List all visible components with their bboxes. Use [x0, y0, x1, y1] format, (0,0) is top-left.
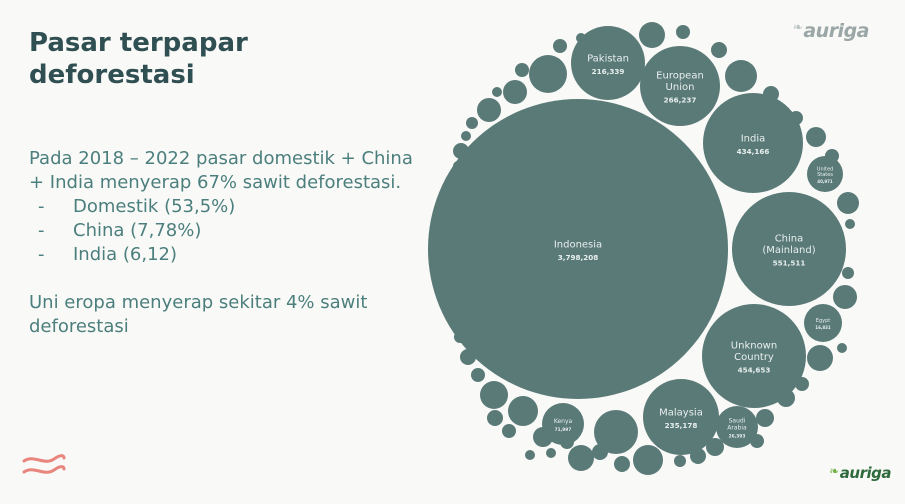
leaf-icon: ❧ — [792, 20, 803, 34]
bubble-unlabeled — [471, 368, 485, 382]
bubble-unlabeled — [492, 87, 502, 97]
bubble-label: Indonesia — [554, 239, 602, 250]
bubble-egypt — [804, 304, 842, 342]
bubble-value: 40,971 — [817, 179, 833, 184]
bubble-label: Pakistan — [587, 53, 629, 64]
bubble-unlabeled — [842, 267, 854, 279]
bubble-kenya — [542, 403, 584, 445]
bubble-value: 216,339 — [592, 67, 625, 76]
share-item-label: Domestik (53,5%) — [73, 196, 236, 217]
bubble-value: 3,798,208 — [558, 253, 598, 262]
bubble-unlabeled — [725, 60, 757, 92]
leaf-icon: ❧ — [829, 464, 839, 478]
bubble-label: Kenya — [554, 418, 573, 425]
auriga-logo-top: ❧auriga — [792, 20, 870, 42]
bubble-label: United — [817, 166, 833, 172]
slide-title: Pasar terpapar deforestasi — [29, 28, 248, 90]
bubble-india — [703, 93, 803, 193]
bubble-unlabeled — [806, 127, 826, 147]
bubble-unlabeled — [525, 450, 535, 460]
bubble-unlabeled — [833, 285, 857, 309]
bubble-label: States — [817, 172, 833, 178]
bubble-unlabeled — [633, 445, 663, 475]
share-item-domestic: - Domestik (53,5%) — [29, 195, 419, 219]
bubble-label: Saudi — [729, 418, 746, 425]
bubble-label: European — [656, 71, 704, 82]
bubble-unlabeled — [480, 381, 508, 409]
bubble-unlabeled — [515, 63, 529, 77]
bubble-label: Malaysia — [659, 407, 703, 418]
bubble-indonesia — [428, 99, 728, 399]
bubble-unlabeled — [553, 39, 567, 53]
logo-wordmark: auriga — [839, 464, 892, 482]
bubble-unlabeled — [529, 55, 567, 93]
wave-logo-icon — [22, 454, 66, 474]
bubble-unlabeled — [676, 25, 690, 39]
bubble-united-states — [807, 156, 843, 192]
bubble-china-mainland — [732, 192, 846, 306]
bubble-unlabeled — [837, 192, 859, 214]
bubble-label: India — [741, 133, 766, 144]
bubble-unlabeled — [756, 409, 774, 427]
bubble-value: 434,166 — [737, 147, 770, 156]
bubble-value: 235,178 — [665, 421, 698, 430]
share-item-label: China (7,78%) — [73, 220, 202, 241]
share-item-china: - China (7,78%) — [29, 219, 419, 243]
bubble-unlabeled — [594, 410, 638, 454]
bubble-unlabeled — [568, 445, 594, 471]
bubble-value: 454,653 — [738, 366, 771, 375]
bubble-unlabeled — [614, 456, 630, 472]
bubble-unlabeled — [503, 80, 527, 104]
bubble-unlabeled — [711, 42, 727, 58]
bubble-unlabeled — [487, 410, 503, 426]
bubble-value: 551,511 — [773, 259, 806, 268]
bubble-unlabeled — [508, 396, 538, 426]
slide-body: Pada 2018 – 2022 pasar domestik + China … — [29, 147, 419, 339]
bubble-label: Unknown — [731, 341, 777, 352]
intro-text: Pada 2018 – 2022 pasar domestik + China … — [29, 148, 413, 193]
bubble-unlabeled — [706, 438, 724, 456]
bubble-european-union — [640, 46, 720, 126]
share-list: - Domestik (53,5%) - China (7,78%) - India … — [29, 195, 419, 267]
bubble-unknown-country — [702, 304, 806, 408]
bubble-unlabeled — [477, 98, 501, 122]
bubble-value: 266,237 — [664, 96, 697, 105]
bubble-label: Country — [734, 352, 774, 363]
closing-text: Uni eropa menyerap sekitar 4% sawit defo… — [29, 292, 368, 337]
bubble-malaysia — [643, 379, 719, 455]
bubble-label: China — [775, 234, 804, 245]
bullet-dash: - — [38, 220, 45, 241]
bubble-value: 71,997 — [555, 427, 572, 433]
bubble-pakistan — [571, 26, 645, 100]
bubble-unlabeled — [639, 22, 665, 48]
logo-wordmark: auriga — [803, 20, 869, 42]
bubble-unlabeled — [674, 455, 686, 467]
bubble-saudi-arabia — [716, 406, 758, 448]
share-item-label: India (6,12) — [73, 244, 178, 265]
bubble-label: Union — [666, 82, 695, 93]
bullet-dash: - — [38, 244, 45, 265]
bubble-value: 16,831 — [815, 325, 831, 330]
share-item-india: - India (6,12) — [29, 243, 419, 267]
bubble-unlabeled — [546, 448, 556, 458]
bubble-unlabeled — [845, 219, 855, 229]
bullet-dash: - — [38, 196, 45, 217]
bubble-value: 26,393 — [729, 433, 746, 439]
bubble-unlabeled — [466, 117, 478, 129]
bubble-unlabeled — [502, 424, 516, 438]
bubble-label: (Mainland) — [762, 245, 815, 256]
bubble-unlabeled — [461, 131, 471, 141]
bubble-unlabeled — [807, 345, 833, 371]
bubble-unlabeled — [837, 343, 847, 353]
auriga-logo-bottom: ❧auriga — [829, 464, 891, 482]
bubble-label: Egypt — [816, 318, 830, 324]
bubble-label: Arabia — [727, 424, 747, 431]
